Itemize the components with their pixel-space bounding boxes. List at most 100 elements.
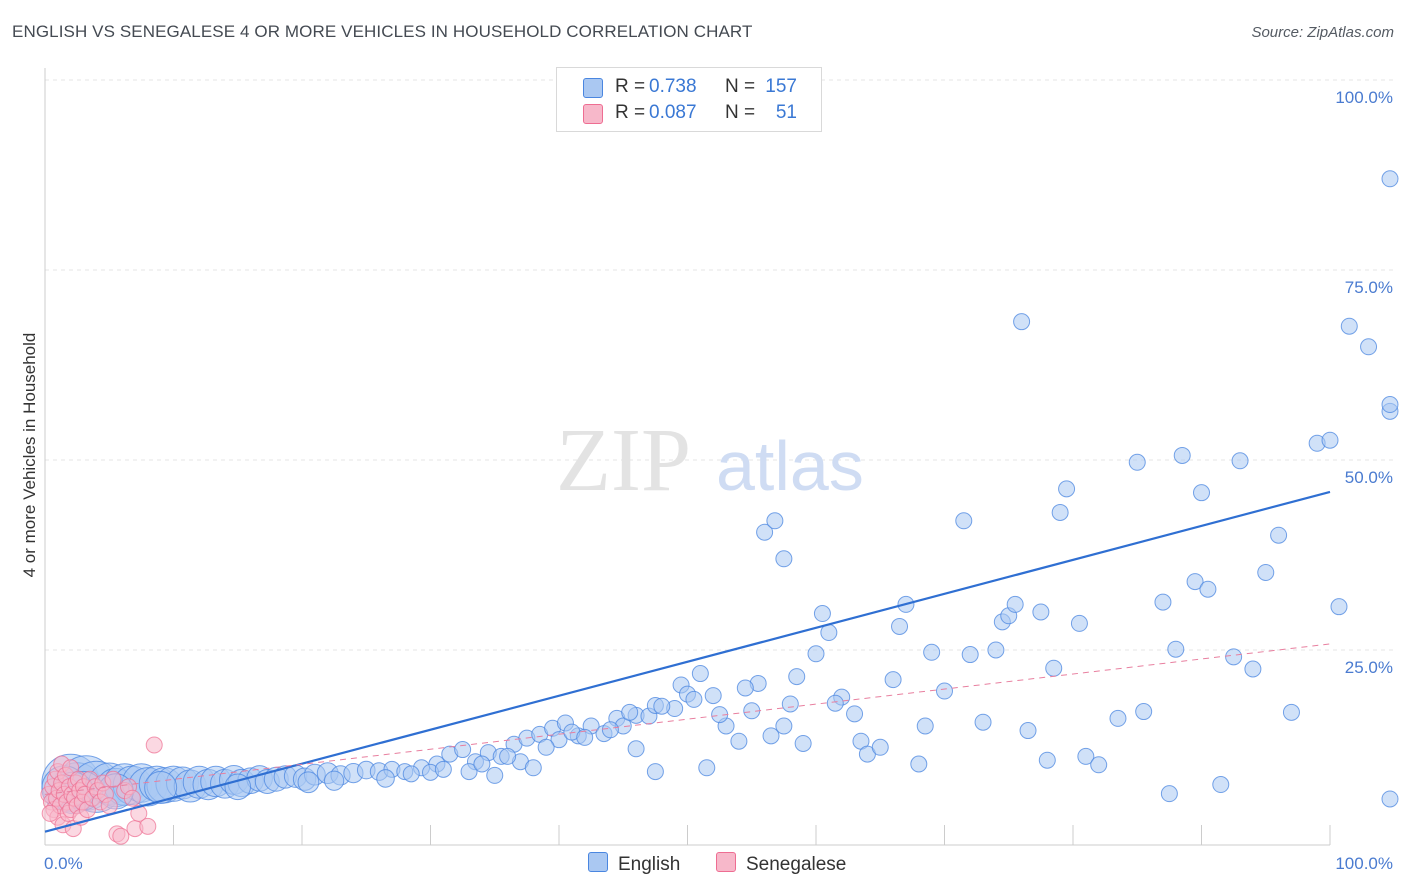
legend-r-label: R = <box>615 76 646 97</box>
english-point <box>1225 648 1243 666</box>
senegalese-trend-line <box>44 643 1331 795</box>
legend-r-value: 0.087 <box>649 102 697 123</box>
y-tick-label: 75.0% <box>1345 278 1393 297</box>
english-point <box>621 703 639 721</box>
senegalese-swatch <box>583 104 603 124</box>
english-point <box>910 755 928 773</box>
english-point <box>955 512 973 530</box>
english-point <box>1193 484 1210 502</box>
english-point <box>691 665 709 683</box>
english-point <box>576 728 594 746</box>
english-point <box>916 717 934 735</box>
english-point <box>1199 580 1217 598</box>
senegalese-point <box>130 804 148 822</box>
senegalese-point <box>104 770 122 788</box>
x-tick-label: 100.0% <box>1335 854 1393 873</box>
english-point <box>736 679 754 697</box>
english-point <box>1282 703 1300 721</box>
english-point <box>1135 703 1153 721</box>
senegalese-point <box>123 789 141 807</box>
english-trend-line <box>44 490 1331 833</box>
source-label: Source: ZipAtlas.com <box>1251 24 1394 41</box>
english-point <box>1032 603 1050 621</box>
english-point <box>1006 595 1024 613</box>
english-point <box>961 646 979 664</box>
english-point <box>1360 338 1378 356</box>
english-point <box>1381 790 1399 808</box>
senegalese-points <box>40 736 163 845</box>
english-point <box>871 738 889 756</box>
english-point <box>826 694 844 712</box>
english-point <box>1070 614 1088 632</box>
y-tick-label: 100.0% <box>1335 88 1393 107</box>
english-point <box>974 713 992 731</box>
axes <box>44 68 1331 846</box>
senegalese-legend-swatch <box>716 852 736 872</box>
tick-labels: 100.0% 75.0% 50.0% 25.0% 0.0% 100.0% <box>44 88 1393 873</box>
english-point <box>224 773 252 801</box>
senegalese-point <box>41 804 59 822</box>
english-point <box>1257 563 1275 581</box>
english-point <box>646 763 664 781</box>
english-point <box>685 690 703 708</box>
english-point <box>846 705 864 723</box>
english-point <box>730 732 748 750</box>
english-point <box>1244 660 1262 678</box>
senegalese-point <box>100 797 118 815</box>
english-point <box>1381 170 1399 188</box>
stats-legend: R = 0.738 N = 157 R = 0.087 N = 51 <box>556 67 822 132</box>
senegalese-point <box>145 736 163 754</box>
english-point <box>704 687 722 705</box>
english-point <box>1212 776 1230 794</box>
english-point <box>1231 452 1249 470</box>
english-point <box>473 755 491 773</box>
english-point <box>1128 453 1146 471</box>
legend-n-label: N = <box>725 102 756 123</box>
english-point <box>550 731 568 749</box>
english-point <box>1058 480 1076 498</box>
english-point <box>1340 317 1358 335</box>
english-point <box>698 759 716 777</box>
english-point <box>794 734 812 752</box>
x-tick-label: 0.0% <box>44 854 83 873</box>
senegalese-legend-label: Senegalese <box>746 854 847 875</box>
english-point <box>1321 431 1339 449</box>
legend-senegalese: Senegalese <box>716 852 846 876</box>
english-point <box>1051 503 1069 521</box>
y-tick-label: 50.0% <box>1345 468 1393 487</box>
english-legend-label: English <box>618 854 681 875</box>
legend-n-label: N = <box>725 76 756 97</box>
english-point <box>1019 722 1037 740</box>
watermark-zip: ZIP <box>556 411 691 510</box>
english-point <box>376 769 395 788</box>
legend-n-value: 157 <box>765 76 797 97</box>
english-legend-swatch <box>588 852 608 872</box>
english-point <box>1330 598 1348 616</box>
english-point <box>1160 785 1178 803</box>
english-point <box>1167 640 1185 658</box>
english-point <box>936 682 953 700</box>
english-point <box>1013 313 1031 331</box>
legend-n-value: 51 <box>775 102 797 123</box>
english-point <box>324 770 345 791</box>
legend-r-value: 0.738 <box>649 76 697 97</box>
english-point <box>627 740 645 758</box>
senegalese-point <box>112 827 130 845</box>
english-point <box>813 605 831 623</box>
english-point <box>460 763 478 781</box>
english-point <box>1045 659 1063 677</box>
chart-title: ENGLISH VS SENEGALESE 4 OR MORE VEHICLES… <box>12 22 753 41</box>
english-point <box>788 668 806 686</box>
gridlines <box>45 79 1393 651</box>
english-point <box>891 617 909 635</box>
english-point <box>1077 747 1095 765</box>
english-point <box>537 738 555 756</box>
english-point <box>923 643 941 661</box>
trend-lines <box>44 490 1331 833</box>
english-point <box>1186 573 1204 591</box>
english-point <box>1154 593 1172 611</box>
english-point <box>1270 526 1288 544</box>
english-point <box>775 550 793 568</box>
english-point <box>1038 751 1056 769</box>
english-point <box>297 771 320 794</box>
